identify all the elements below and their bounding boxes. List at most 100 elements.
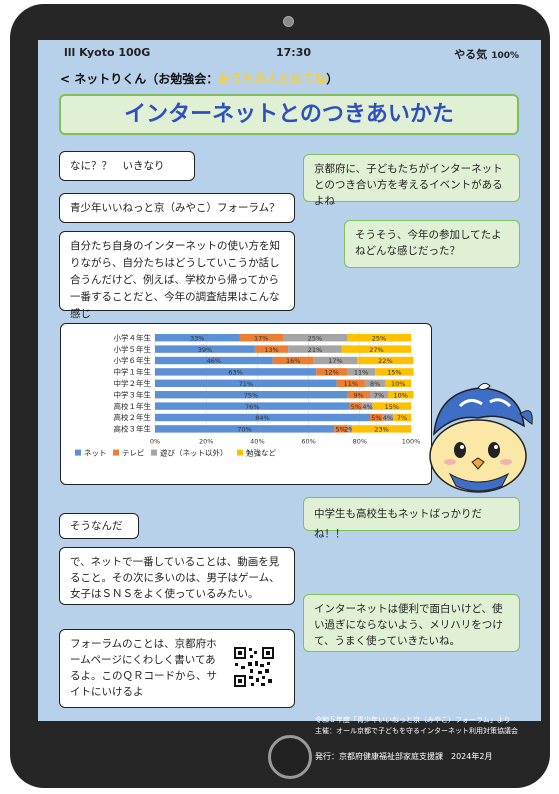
chart-data-label: 9% bbox=[353, 391, 363, 399]
chart-data-label: 46% bbox=[207, 357, 221, 365]
camera-icon bbox=[283, 16, 294, 27]
chart-data-label: 5% bbox=[371, 414, 381, 422]
chat-name: ネットりくん bbox=[74, 72, 147, 86]
chart-data-label: 10% bbox=[391, 380, 405, 388]
footer-source: 令和５年度「青少年いいねっと京（みやこ）フォーラム」より bbox=[315, 716, 511, 724]
chart-data-label: 2% bbox=[344, 426, 354, 434]
chart-bar-segment bbox=[155, 425, 335, 433]
battery-label: やる気 bbox=[454, 48, 488, 61]
chart-data-label: 7% bbox=[397, 414, 407, 422]
chart-category-label: 高校３年生 bbox=[114, 424, 152, 434]
chart-category-label: 高校１年生 bbox=[114, 401, 152, 411]
chart-data-label: 11% bbox=[344, 380, 358, 388]
battery-indicator: やる気 100% bbox=[454, 46, 519, 62]
chat-subtitle-close: ） bbox=[326, 72, 339, 86]
chart-bar-segment bbox=[155, 413, 371, 422]
battery-percent: 100% bbox=[491, 51, 519, 61]
message-bubble-right: インターネットは便利で面白いけど、使い過ぎにならないよう、メリハリをつけて、うま… bbox=[303, 594, 520, 652]
chart-bar-segment bbox=[272, 356, 314, 365]
chart-data-label: 12% bbox=[324, 369, 338, 377]
chart-legend-label: テレビ bbox=[122, 449, 145, 458]
chart-category-label: 小学６年生 bbox=[114, 355, 152, 365]
chart-data-label: 22% bbox=[378, 357, 392, 365]
chart-data-label: 5% bbox=[335, 426, 345, 434]
chart-data-label: 13% bbox=[264, 346, 278, 354]
chart-bar-segment bbox=[155, 379, 337, 387]
chat-subtitle: おうちの人と見てね bbox=[218, 72, 327, 86]
chart-bar-segment bbox=[364, 379, 386, 387]
chart-data-label: 15% bbox=[385, 403, 399, 411]
message-bubble-left: で、ネットで一番していることは、動画を見ること。その次に多いのは、男子はゲーム、… bbox=[59, 547, 295, 605]
message-bubble-right: 中学生も高校生もネットばっかりだね！！ bbox=[303, 497, 520, 540]
chart-bar-segment bbox=[155, 368, 317, 376]
message-bubble-left: 自分たち自身のインターネットの使い方を知りながら、自分たちはどうしていこうか話し… bbox=[59, 231, 295, 320]
chart-data-label: 4% bbox=[362, 403, 372, 411]
chart-bar-segment bbox=[283, 334, 347, 342]
chart-data-label: 75% bbox=[244, 391, 258, 399]
chart-data-label: 27% bbox=[369, 346, 383, 354]
chart-data-label: 21% bbox=[308, 346, 322, 354]
chart-bar-segment bbox=[239, 334, 283, 342]
chart-x-tick-label: 0% bbox=[150, 438, 160, 446]
chart-data-label: 10% bbox=[394, 391, 408, 399]
chart-category-label: 中学２年生 bbox=[114, 378, 152, 388]
chat-header: < ネットりくん（お勉強会：おうちの人と見てね） bbox=[60, 70, 338, 87]
chart-bar-segment bbox=[336, 379, 365, 387]
chart-legend-swatch bbox=[113, 449, 119, 456]
chart-data-label: 8% bbox=[370, 380, 380, 388]
stacked-bar-chart: 0% 20% 40% 60% 80% 100% 小学４年生 33% 17% 25% 25% 小学５年生… bbox=[75, 332, 421, 458]
status-bar: lll Kyoto 100G 17:30 やる気 100% bbox=[38, 46, 541, 62]
home-button[interactable] bbox=[268, 735, 312, 779]
chart-data-label: 17% bbox=[328, 357, 342, 365]
chart-data-label: 70% bbox=[237, 426, 251, 434]
chart-legend-label: 勉強など bbox=[246, 448, 276, 458]
chart-data-label: 71% bbox=[239, 380, 253, 388]
chart-legend-label: ネット bbox=[84, 449, 107, 458]
page-title: インターネットとのつきあいかた bbox=[59, 94, 519, 135]
chart-data-label: 33% bbox=[190, 334, 204, 342]
chart-data-label: 63% bbox=[228, 369, 242, 377]
chart-data-label: 11% bbox=[354, 369, 368, 377]
qr-code-icon[interactable] bbox=[232, 645, 276, 689]
chart-data-label: 4% bbox=[383, 414, 393, 422]
message-bubble-right: そうそう、今年の参加してたよねどんな感じだった？ bbox=[344, 220, 520, 268]
chart-x-tick-label: 80% bbox=[353, 438, 367, 446]
chart-data-label: 84% bbox=[255, 414, 269, 422]
chart-bar-segment bbox=[352, 425, 411, 433]
chart-bar-segment bbox=[385, 379, 411, 387]
clock: 17:30 bbox=[276, 46, 312, 59]
carrier-label: lll Kyoto 100G bbox=[64, 46, 151, 59]
chart-bar-segment bbox=[155, 334, 240, 342]
chart-x-tick-label: 60% bbox=[301, 438, 315, 446]
chart-bar-segment bbox=[347, 425, 353, 433]
chart-bar-segment bbox=[155, 391, 347, 399]
chart-x-tick-label: 100% bbox=[402, 438, 421, 446]
chart-bar-segment bbox=[155, 345, 255, 353]
chart-category-label: 小学４年生 bbox=[114, 332, 152, 342]
chart-bar-segment bbox=[341, 345, 411, 353]
chart-bar-segment bbox=[372, 402, 411, 410]
message-bubble-left: なに？？ いきなり bbox=[59, 151, 195, 181]
chart-data-label: 5% bbox=[351, 403, 361, 411]
chart-bar-segment bbox=[375, 368, 414, 376]
chart-data-label: 16% bbox=[286, 357, 300, 365]
footer-host: 主催：オール京都で子どもを守るインターネット利用対策協議会 bbox=[315, 727, 518, 735]
chart-bar-segment bbox=[347, 334, 411, 342]
chart-legend-label: 遊び（ネット以外） bbox=[160, 448, 228, 458]
chart-bar-segment bbox=[254, 345, 289, 353]
chart-bar-segment bbox=[288, 345, 342, 353]
chat-subtitle-open: （お勉強会： bbox=[146, 72, 219, 86]
chart-data-label: 15% bbox=[387, 369, 401, 377]
chart-bar-segment bbox=[316, 368, 347, 376]
chart-x-tick-label: 40% bbox=[250, 438, 264, 446]
chart-bar-segment bbox=[362, 402, 373, 410]
chart-bar-segment bbox=[155, 356, 273, 365]
footer-issuer: 発行：京都府健康福祉部家庭支援課 2024年2月 bbox=[315, 752, 493, 761]
mascot-illustration bbox=[429, 382, 533, 493]
back-button[interactable]: < bbox=[60, 72, 71, 86]
chart-bar-segment bbox=[347, 391, 371, 399]
chart-data-label: 25% bbox=[308, 334, 322, 342]
chart-data-label: 25% bbox=[372, 334, 386, 342]
chart-bar-segment bbox=[347, 368, 376, 376]
chart-data-label: 7% bbox=[374, 391, 384, 399]
